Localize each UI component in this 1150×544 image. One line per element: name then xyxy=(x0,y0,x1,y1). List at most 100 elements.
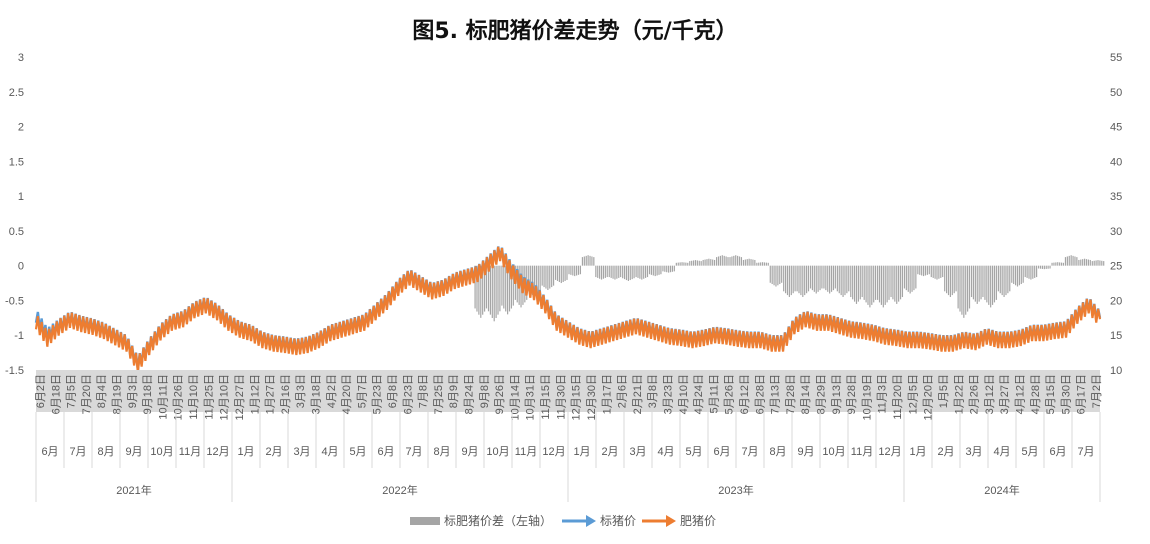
x-month-label: 6月 xyxy=(713,446,730,458)
x-date-label: 5月7日 xyxy=(356,374,368,408)
diff-bar xyxy=(516,265,518,303)
x-date-label: 4月24日 xyxy=(693,374,705,414)
x-month-label: 6月 xyxy=(1049,446,1066,458)
diff-bar xyxy=(786,265,789,296)
diff-bar xyxy=(792,265,794,294)
diff-bar xyxy=(940,265,942,278)
diff-bar xyxy=(493,265,495,322)
x-month-label: 5月 xyxy=(685,446,702,458)
diff-bar xyxy=(719,255,722,266)
diff-bar xyxy=(848,265,850,292)
diff-bar xyxy=(558,265,560,283)
diff-bar xyxy=(570,265,572,275)
diff-bar xyxy=(802,265,804,297)
diff-bar xyxy=(965,265,967,315)
diff-bar xyxy=(1016,265,1019,287)
x-date-label: 8月4日 xyxy=(96,374,108,408)
x-date-label: 6月23日 xyxy=(402,374,414,414)
diff-bar xyxy=(673,265,675,272)
diff-bar xyxy=(896,265,898,304)
diff-bar xyxy=(953,265,955,294)
x-date-label: 10月11日 xyxy=(157,374,169,420)
diff-bar xyxy=(577,265,580,275)
diff-bar xyxy=(779,265,781,285)
diff-bar xyxy=(754,259,756,266)
diff-bar xyxy=(623,265,626,280)
x-date-label: 10月19日 xyxy=(861,374,873,420)
x-date-label: 4月10日 xyxy=(678,374,690,414)
diff-bar xyxy=(543,265,545,288)
diff-bar xyxy=(986,265,988,303)
diff-bar xyxy=(783,265,785,292)
x-date-label: 9月13日 xyxy=(831,374,843,414)
chart-title: 图5. 标肥猪价差走势（元/千克） xyxy=(412,18,737,44)
x-month-label: 3月 xyxy=(629,446,646,458)
diff-bar xyxy=(855,265,858,304)
x-month-label: 10月 xyxy=(822,446,845,458)
x-date-label: 11月20日 xyxy=(892,374,904,420)
diff-bar xyxy=(735,255,737,266)
diff-bar xyxy=(888,265,890,300)
diff-bar xyxy=(928,265,930,275)
diff-bar xyxy=(583,256,585,266)
diff-bar xyxy=(629,265,631,281)
x-date-label: 9月28日 xyxy=(846,374,858,414)
diff-bar xyxy=(679,262,681,266)
diff-bar xyxy=(1101,260,1103,266)
x-year-label: 2021年 xyxy=(116,483,151,497)
right-tick-label: 50 xyxy=(1110,87,1122,99)
diff-bar xyxy=(687,262,689,266)
x-date-label: 12月30日 xyxy=(586,374,598,420)
diff-bar xyxy=(825,265,827,291)
diff-bar xyxy=(946,265,948,294)
diff-bar xyxy=(595,265,597,278)
x-date-label: 6月17日 xyxy=(1076,374,1088,414)
x-date-label: 11月15日 xyxy=(540,374,552,420)
x-date-label: 5月26日 xyxy=(724,374,736,414)
x-month-label: 5月 xyxy=(1021,446,1038,458)
diff-bar xyxy=(677,262,679,266)
x-month-label: 11月 xyxy=(515,446,537,458)
diff-bar xyxy=(838,265,840,294)
diff-bar xyxy=(765,262,767,266)
diff-bar xyxy=(1072,255,1074,266)
diff-bar xyxy=(547,265,549,291)
x-month-label: 4月 xyxy=(657,446,674,458)
diff-bar xyxy=(997,265,999,292)
diff-bar xyxy=(1085,259,1088,266)
diff-bar xyxy=(990,265,992,308)
diff-bar xyxy=(1001,265,1003,296)
x-date-label: 3月8日 xyxy=(647,374,659,408)
diff-bar xyxy=(641,265,643,280)
diff-bar xyxy=(830,265,833,292)
diff-bar xyxy=(788,265,790,297)
diff-bar xyxy=(541,265,543,286)
x-month-label: 3月 xyxy=(965,446,982,458)
diff-bar xyxy=(620,265,622,278)
diff-bar xyxy=(1039,265,1042,269)
x-date-label: 8月14日 xyxy=(800,374,812,414)
diff-bar xyxy=(528,265,530,292)
diff-bar xyxy=(675,262,677,266)
diff-bar xyxy=(729,257,731,266)
x-date-label: 7月2日 xyxy=(1091,374,1103,408)
diff-bar xyxy=(599,265,601,279)
diff-bar xyxy=(497,265,499,315)
legend-arrow-icon xyxy=(586,515,596,527)
x-date-label: 10月26日 xyxy=(173,374,185,420)
diff-bar xyxy=(771,265,773,285)
diff-bar xyxy=(967,265,969,312)
x-month-label: 9月 xyxy=(125,446,142,458)
x-month-label: 8月 xyxy=(97,446,114,458)
diff-bar xyxy=(566,265,568,280)
diff-bar xyxy=(980,265,982,300)
x-date-label: 7月20日 xyxy=(81,374,93,414)
diff-bar xyxy=(650,265,653,275)
diff-bar xyxy=(712,259,714,266)
diff-bar xyxy=(1014,265,1017,286)
diff-bar xyxy=(1036,265,1038,278)
diff-bar xyxy=(790,265,792,296)
diff-bar xyxy=(832,265,835,291)
diff-bar xyxy=(809,265,812,289)
diff-bar xyxy=(968,265,971,309)
